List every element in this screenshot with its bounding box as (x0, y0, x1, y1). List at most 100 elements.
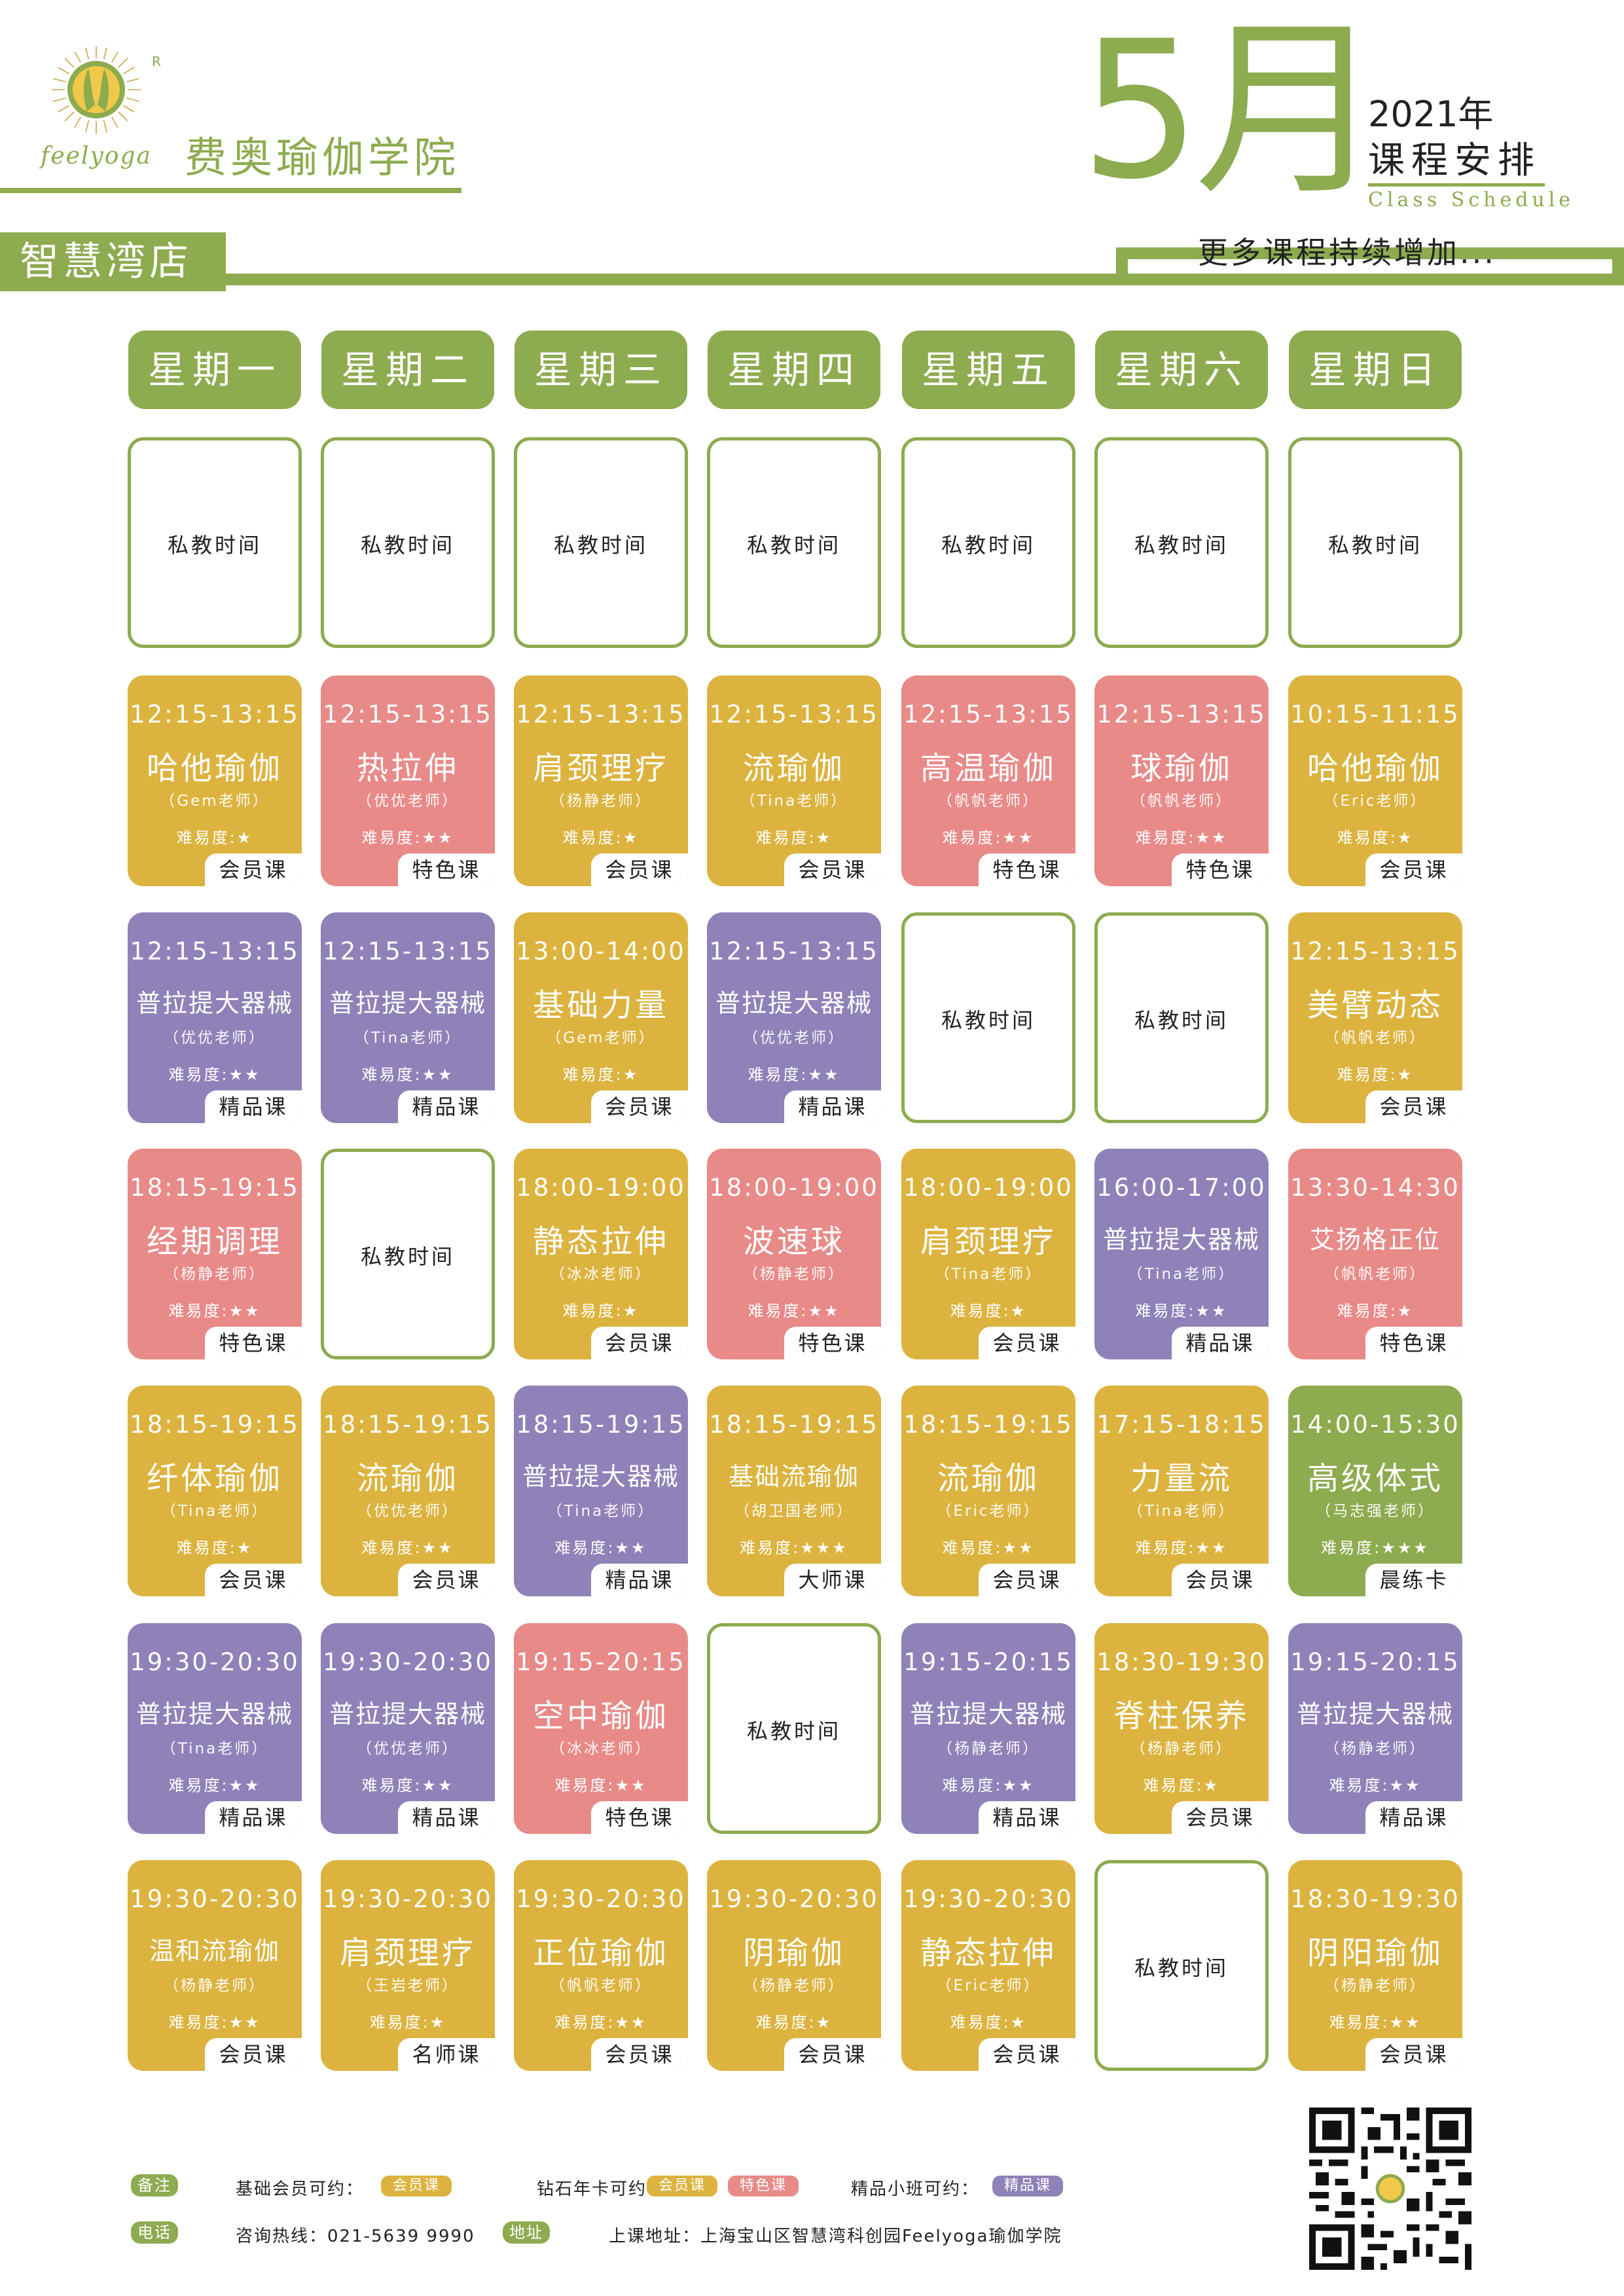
class-teacher: （优优老师） (357, 1503, 459, 1520)
class-teacher: （杨静老师） (164, 1977, 266, 1994)
class-difficulty: 难易度:★★ (707, 1062, 881, 1085)
class-card: 12:15-13:15 美臂动态 （帆帆老师） 难易度:★ 会员课 (1288, 912, 1462, 1123)
class-teacher: （杨静老师） (743, 1266, 845, 1283)
difficulty-label: 难易度: (748, 1066, 808, 1084)
class-difficulty: 难易度:★ (128, 1535, 302, 1558)
class-time: 19:30-20:30 (516, 1885, 686, 1913)
class-teacher: （胡卫国老师） (734, 1503, 854, 1520)
difficulty-label: 难易度: (1135, 1302, 1196, 1320)
class-difficulty: 难易度:★★★ (707, 1535, 881, 1558)
class-card: 19:30-20:30 阴瑜伽 （杨静老师） 难易度:★ 会员课 (707, 1860, 881, 2071)
class-time: 18:15-19:15 (516, 1410, 686, 1439)
class-card: 14:00-15:30 高级体式 （马志强老师） 难易度:★★★ 晨练卡 (1288, 1386, 1462, 1596)
class-teacher: （Tina老师） (353, 1030, 462, 1047)
difficulty-label: 难易度: (950, 1302, 1011, 1320)
class-name: 经期调理 (146, 1223, 283, 1260)
class-teacher: （Tina老师） (1127, 1503, 1236, 1520)
private-session-slot: 私教时间 (1094, 912, 1269, 1123)
private-session-slot: 私教时间 (514, 437, 688, 648)
class-time: 12:15-13:15 (323, 700, 493, 728)
class-type-tag: 会员课 (591, 853, 688, 886)
class-difficulty: 难易度:★★ (128, 1062, 302, 1085)
day-header: 星期一 (128, 331, 301, 409)
day-header: 星期五 (902, 331, 1075, 409)
class-card: 19:30-20:30 温和流瑜伽 （杨静老师） 难易度:★★ 会员课 (128, 1860, 302, 2071)
class-time: 19:15-20:15 (903, 1648, 1074, 1676)
class-type-tag: 会员课 (591, 1327, 688, 1359)
class-card: 18:15-19:15 流瑜伽 （Eric老师） 难易度:★★ 会员课 (901, 1386, 1075, 1596)
class-time: 17:15-18:15 (1096, 1410, 1267, 1439)
class-card: 18:15-19:15 纤体瑜伽 （Tina老师） 难易度:★ 会员课 (128, 1386, 302, 1596)
class-card: 12:15-13:15 普拉提大器械 （优优老师） 难易度:★★ 精品课 (128, 912, 302, 1123)
boutique-class-pill: 精品课 (992, 2176, 1063, 2197)
class-difficulty: 难易度:★★ (128, 2009, 302, 2032)
private-session-label: 私教时间 (1134, 1008, 1229, 1033)
difficulty-stars: ★★ (615, 1539, 647, 1557)
boutique-class-label: 精品小班可约： (851, 2179, 980, 2199)
private-session-slot: 私教时间 (1288, 437, 1462, 648)
difficulty-label: 难易度: (950, 2013, 1011, 2032)
class-card: 10:15-11:15 哈他瑜伽 （Eric老师） 难易度:★ 会员课 (1288, 675, 1462, 886)
class-name: 普拉提大器械 (909, 1700, 1067, 1729)
difficulty-stars: ★ (1203, 1776, 1220, 1795)
difficulty-stars: ★ (1397, 1066, 1414, 1084)
class-type-tag: 会员课 (591, 2038, 688, 2071)
difficulty-label: 难易度: (361, 829, 422, 847)
class-time: 19:30-20:30 (130, 1648, 300, 1676)
class-name: 美臂动态 (1307, 987, 1443, 1024)
class-type-tag: 精品课 (398, 1090, 495, 1123)
basic-member-label: 基础会员可约： (236, 2179, 365, 2199)
class-teacher: （Tina老师） (740, 793, 848, 810)
private-session-slot: 私教时间 (1094, 437, 1269, 648)
class-name: 普拉提大器械 (135, 989, 293, 1018)
difficulty-label: 难易度: (942, 829, 1003, 847)
private-session-slot: 私教时间 (128, 437, 302, 648)
difficulty-label: 难易度: (554, 1776, 615, 1795)
class-name: 阴瑜伽 (742, 1935, 845, 1971)
difficulty-stars: ★★ (422, 1776, 454, 1795)
class-time: 18:15-19:15 (709, 1410, 879, 1439)
difficulty-label: 难易度: (755, 2013, 816, 2032)
class-card: 18:15-19:15 基础流瑜伽 （胡卫国老师） 难易度:★★★ 大师课 (707, 1386, 881, 1596)
class-card: 12:15-13:15 高温瑜伽 （帆帆老师） 难易度:★★ 特色课 (901, 675, 1075, 886)
private-session-slot: 私教时间 (321, 437, 495, 648)
class-difficulty: 难易度:★★ (707, 1298, 881, 1321)
schedule-english-label: Class Schedule (1368, 188, 1575, 211)
class-difficulty: 难易度:★★ (901, 1535, 1075, 1558)
class-type-tag: 会员课 (205, 2038, 302, 2071)
class-difficulty: 难易度:★ (707, 2009, 881, 2032)
private-session-slot: 私教时间 (707, 437, 881, 648)
difficulty-label: 难易度: (1337, 1066, 1398, 1084)
difficulty-stars: ★★ (615, 2013, 647, 2032)
more-courses-note: 更多课程持续增加... (1198, 235, 1496, 270)
class-type-tag: 特色课 (784, 1327, 881, 1359)
address-badge: 地址 (503, 2221, 550, 2244)
class-type-tag: 会员课 (784, 2038, 881, 2071)
class-name: 哈他瑜伽 (146, 750, 283, 787)
class-difficulty: 难易度:★★ (128, 1298, 302, 1321)
difficulty-stars: ★★ (1195, 829, 1228, 847)
class-name: 正位瑜伽 (532, 1935, 669, 1971)
class-teacher: （杨静老师） (164, 1266, 266, 1283)
class-time: 19:30-20:30 (323, 1885, 493, 1913)
difficulty-label: 难易度: (1337, 1302, 1398, 1320)
class-card: 12:15-13:15 普拉提大器械 （Tina老师） 难易度:★★ 精品课 (321, 912, 495, 1123)
class-name: 流瑜伽 (356, 1460, 459, 1497)
class-teacher: （Tina老师） (934, 1266, 1043, 1283)
private-session-label: 私教时间 (941, 533, 1036, 558)
class-type-tag: 特色课 (398, 853, 495, 886)
class-teacher: （杨静老师） (1324, 1977, 1426, 1994)
difficulty-stars: ★ (623, 1066, 640, 1084)
class-type-tag: 会员课 (205, 853, 302, 886)
class-time: 10:15-11:15 (1290, 700, 1460, 728)
class-time: 12:15-13:15 (516, 700, 686, 728)
class-time: 12:15-13:15 (1290, 937, 1460, 965)
class-time: 12:15-13:15 (709, 700, 879, 728)
class-difficulty: 难易度:★★ (1094, 1535, 1269, 1558)
class-difficulty: 难易度:★★ (901, 825, 1075, 848)
class-time: 12:15-13:15 (130, 937, 300, 965)
basic-member-pill: 会员课 (381, 2176, 452, 2197)
difficulty-stars: ★★ (1002, 829, 1035, 847)
class-type-tag: 会员课 (591, 1090, 688, 1123)
class-difficulty: 难易度:★★ (1094, 825, 1269, 848)
